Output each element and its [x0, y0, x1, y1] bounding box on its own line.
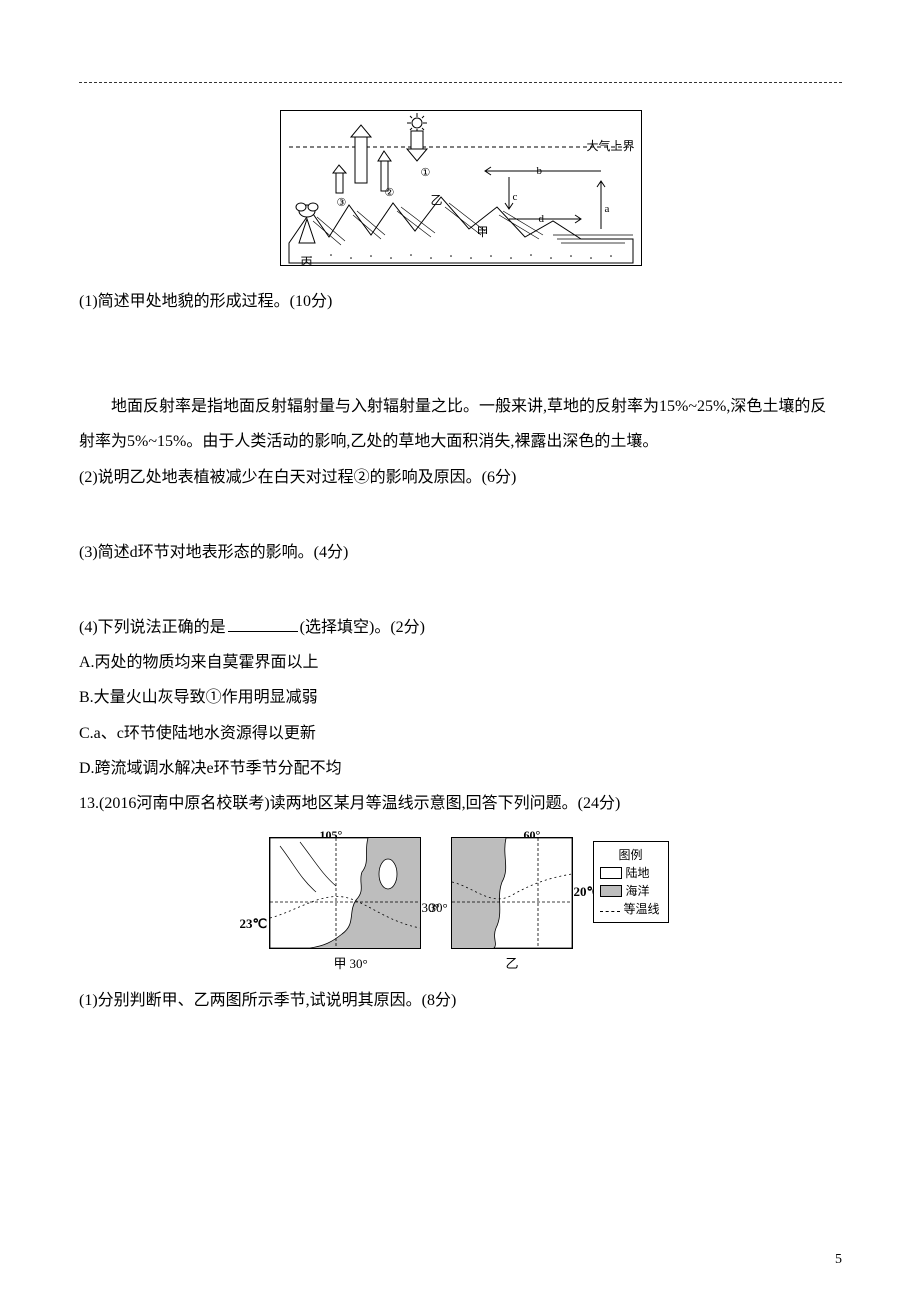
fig2-panel-right: 60° 20℃ 30° 乙: [451, 837, 573, 949]
fig2-panel-left: 105°: [269, 837, 421, 949]
fig2-right-caption: 乙: [506, 950, 519, 979]
fig1-bing: 丙: [301, 249, 313, 266]
answer-space-2: [79, 495, 842, 535]
page-number: 5: [835, 1245, 842, 1276]
q12-part1: (1)简述甲处地貌的形成过程。(10分): [79, 284, 842, 319]
figure-2-wrap: 105°: [79, 825, 842, 973]
legend-iso: 等温线: [624, 900, 660, 918]
fig1-circle1: ①: [421, 161, 431, 185]
fig2-left-iso: 23℃: [240, 910, 268, 939]
fig2-legend: 图例 陆地 海洋 等温线: [593, 841, 669, 923]
fig1-a: a: [605, 197, 610, 221]
fig1-yi: 乙: [431, 187, 443, 213]
q12-part4: (4)下列说法正确的是 (选择填空)。(2分): [79, 610, 842, 645]
q12-part4-prefix: (4)下列说法正确的是: [79, 619, 226, 636]
legend-land: 陆地: [626, 864, 650, 882]
q12-part2: (2)说明乙处地表植被减少在白天对过程②的影响及原因。(6分): [79, 460, 842, 495]
q12-option-a: A.丙处的物质均来自莫霍界面以上: [79, 645, 842, 680]
fig1-d: d: [539, 207, 545, 231]
swatch-iso: [600, 911, 620, 912]
figure-2: 105°: [251, 825, 671, 973]
q12-option-c: C.a、c环节使陆地水资源得以更新: [79, 716, 842, 751]
fig2-left-caption: 甲: [334, 950, 347, 979]
fig2-left-30b: 30°: [350, 950, 368, 979]
q13-part1: (1)分别判断甲、乙两图所示季节,试说明其原因。(8分): [79, 983, 842, 1018]
page: 大气上界 ① ② ③ a b c d 甲 乙 丙 (1)简述甲处地貌的形成过程。…: [0, 0, 920, 1302]
legend-row-land: 陆地: [600, 864, 662, 882]
fig1-c: c: [513, 185, 518, 209]
content-area: 大气上界 ① ② ③ a b c d 甲 乙 丙 (1)简述甲处地貌的形成过程。…: [79, 110, 842, 1018]
answer-space-3: [79, 570, 842, 610]
q13-stem: 13.(2016河南中原名校联考)读两地区某月等温线示意图,回答下列问题。(24…: [79, 786, 842, 821]
legend-row-ocean: 海洋: [600, 882, 662, 900]
swatch-ocean: [600, 885, 622, 897]
legend-row-iso: 等温线: [600, 900, 662, 918]
fig1-jia: 甲: [477, 219, 489, 245]
figure-1: 大气上界 ① ② ③ a b c d 甲 乙 丙: [280, 110, 642, 266]
legend-ocean: 海洋: [626, 882, 650, 900]
fill-blank[interactable]: [228, 615, 298, 632]
swatch-land: [600, 867, 622, 879]
q12-context: 地面反射率是指地面反射辐射量与入射辐射量之比。一般来讲,草地的反射率为15%~2…: [79, 389, 842, 459]
fig1-atmos-top-label: 大气上界: [586, 133, 634, 159]
fig1-b: b: [537, 159, 543, 183]
q12-option-b: B.大量火山灰导致①作用明显减弱: [79, 680, 842, 715]
legend-title: 图例: [600, 846, 662, 864]
q12-part4-suffix: (选择填空)。(2分): [300, 619, 425, 636]
answer-space-1: [79, 319, 842, 389]
q12-part3: (3)简述d环节对地表形态的影响。(4分): [79, 535, 842, 570]
top-rule: [79, 82, 842, 83]
fig1-circle3: ③: [337, 191, 347, 215]
fig2-right-30: 30°: [430, 894, 448, 923]
fig1-circle2: ②: [385, 181, 395, 205]
figure-1-wrap: 大气上界 ① ② ③ a b c d 甲 乙 丙: [79, 110, 842, 266]
q12-option-d: D.跨流域调水解决e环节季节分配不均: [79, 751, 842, 786]
